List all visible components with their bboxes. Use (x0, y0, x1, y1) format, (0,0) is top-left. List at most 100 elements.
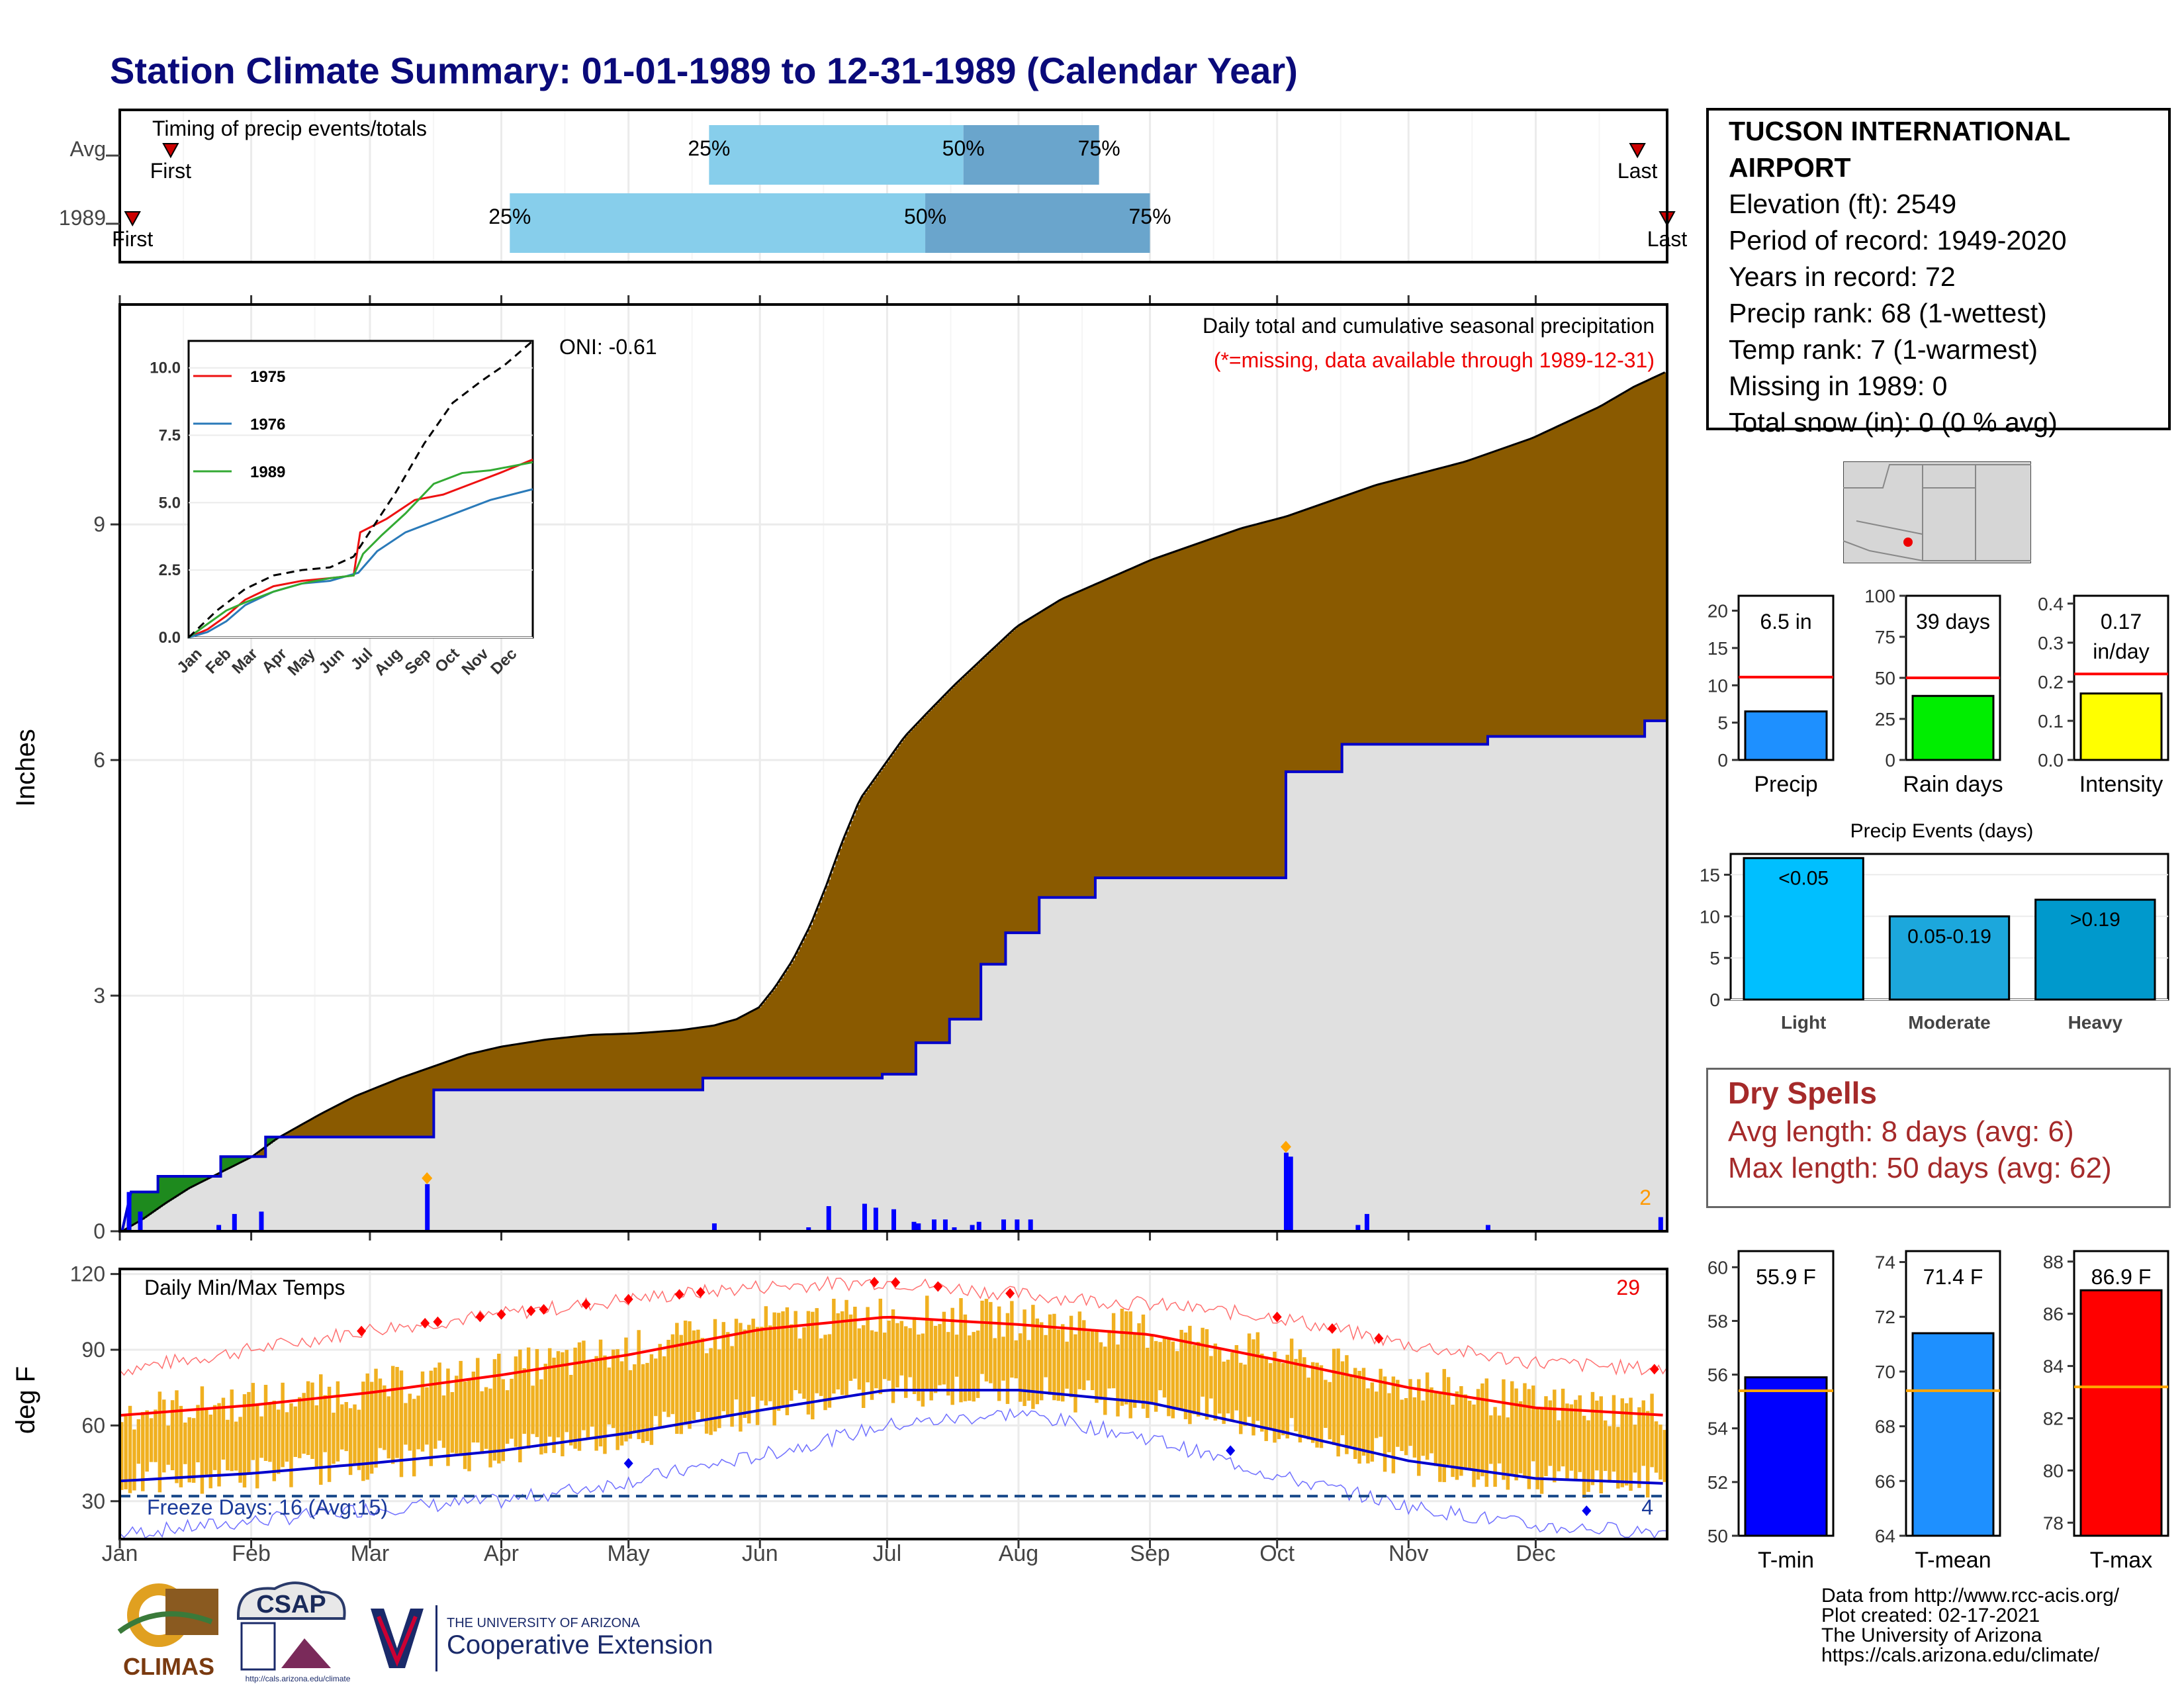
daily-temp-range-bar (912, 1317, 917, 1394)
station-period: Period of record: 1949-2020 (1729, 225, 2067, 256)
cum-above-avg-slice (1088, 587, 1091, 898)
cum-above-avg-slice (1557, 426, 1560, 737)
cum-above-avg-slice (902, 739, 905, 1074)
cum-above-avg-slice (705, 1027, 708, 1078)
cum-above-avg-slice (326, 1111, 329, 1137)
cum-above-avg-slice (1299, 512, 1302, 772)
daily-temp-range-bar (1612, 1395, 1616, 1472)
record-high-marker (539, 1304, 549, 1315)
cum-above-avg-slice (669, 1031, 672, 1090)
daily-temp-range-bar (208, 1414, 212, 1489)
timing-bar-50-75 (925, 193, 1150, 253)
cum-above-avg-slice (256, 1153, 259, 1157)
daily-temp-range-bar (882, 1333, 887, 1380)
cum-above-avg-slice (1312, 507, 1316, 772)
cum-above-avg-slice (756, 1008, 760, 1078)
daily-temp-range-bar (263, 1385, 268, 1461)
cum-below-avg-slice (167, 1176, 170, 1203)
record-min-line (119, 1407, 1668, 1539)
daily-temp-range-bar (755, 1327, 760, 1425)
cum-above-avg-slice (615, 1034, 618, 1090)
daily-temp-range-bar (497, 1353, 501, 1464)
cum-above-avg-slice (1277, 518, 1280, 878)
daily-temp-range-bar (895, 1323, 899, 1388)
cum-above-avg-slice (649, 1032, 652, 1090)
cum-above-avg-slice (492, 1049, 495, 1090)
timing-panel: Timing of precip events/totals Avg 1989 … (59, 109, 1687, 263)
credits: Data from http://www.rcc-acis.org/ Plot … (1821, 1586, 2119, 1665)
cum-above-avg-slice (662, 1031, 665, 1090)
cum-above-avg-slice (1498, 449, 1502, 737)
daily-temp-range-bar (1366, 1388, 1370, 1464)
cum-above-avg-slice (328, 1109, 332, 1137)
cum-below-avg-slice (187, 1176, 190, 1190)
daily-temp-range-bar (1010, 1301, 1014, 1378)
month-label-aug: Aug (999, 1541, 1039, 1566)
cum-above-avg-slice (658, 1031, 661, 1090)
precip-subtitle: (*=missing, data available through 1989-… (1214, 348, 1655, 372)
daily-temp-range-bar (1230, 1352, 1234, 1420)
record-high-marker (581, 1299, 591, 1310)
daily-temp-range-bar (1383, 1376, 1387, 1472)
cum-above-avg-slice (592, 1035, 596, 1090)
temp-title: Daily Min/Max Temps (144, 1276, 345, 1299)
cum-above-avg-slice (1142, 563, 1146, 878)
cum-above-avg-slice (680, 1030, 684, 1090)
daily-temp-range-bar (1442, 1369, 1446, 1482)
small-chart-ytick-label: 72 (1875, 1307, 1895, 1327)
daily-temp-range-bar (925, 1295, 929, 1390)
cum-above-avg-slice (972, 668, 975, 1019)
daily-temp-range-bar (1052, 1313, 1056, 1401)
cum-above-avg-slice (886, 761, 889, 1074)
daily-temp-range-bar (1463, 1394, 1467, 1469)
cum-above-avg-slice (292, 1129, 295, 1137)
record-high-marker (475, 1311, 485, 1323)
cum-above-avg-slice (788, 967, 791, 1078)
daily-temp-range-bar (1645, 1411, 1650, 1498)
inset-legend-label: 1989 (250, 463, 285, 481)
station-years: Years in record: 72 (1729, 261, 1956, 292)
cum-above-avg-slice (341, 1103, 345, 1137)
cum-above-avg-slice (721, 1023, 724, 1078)
cum-above-avg-slice (523, 1043, 526, 1090)
cum-above-avg-slice (1234, 530, 1238, 878)
cum-above-avg-slice (340, 1104, 343, 1137)
cum-above-avg-slice (364, 1092, 367, 1137)
cum-above-avg-slice (781, 977, 784, 1078)
cum-above-avg-slice (1034, 615, 1038, 933)
cum-above-avg-slice (1261, 523, 1264, 878)
cum-above-avg-slice (1131, 568, 1134, 878)
daily-temp-range-bar (959, 1298, 963, 1403)
daily-temp-range-bar (1111, 1313, 1116, 1389)
cum-above-avg-slice (1191, 545, 1195, 878)
cum-above-avg-slice (478, 1052, 482, 1090)
cum-above-avg-slice (1590, 410, 1594, 737)
temp-ylabel: deg F (11, 1366, 40, 1434)
avg-max-line (119, 1315, 1663, 1417)
daily-temp-range-bar (145, 1410, 149, 1472)
cum-above-avg-slice (965, 675, 968, 1019)
inset-legend-label: 1976 (250, 416, 285, 434)
daily-precip-bar (942, 1219, 948, 1231)
cum-above-avg-slice (725, 1022, 728, 1078)
cum-below-avg-slice (138, 1192, 141, 1223)
daily-temp-range-bar (848, 1314, 853, 1382)
daily-temp-range-bar (1099, 1342, 1103, 1400)
daily-temp-range-bar (1218, 1349, 1222, 1414)
summary-bar-tmean (1911, 1332, 1995, 1537)
cum-1989-line (121, 371, 1666, 1233)
small-chart-ytick-label: 74 (1875, 1252, 1895, 1273)
cum-above-avg-slice (332, 1107, 336, 1137)
cum-above-avg-slice (590, 1035, 594, 1090)
cum-below-avg-slice (151, 1192, 154, 1213)
cum-above-avg-slice (1207, 539, 1210, 878)
daily-temp-range-bar (1035, 1318, 1040, 1405)
record-high-marker (696, 1287, 705, 1298)
record-high-marker (357, 1325, 367, 1336)
csap-logo: CSAP http://cals.arizona.edu/climate (237, 1581, 351, 1683)
cum-above-avg-slice (1541, 434, 1545, 737)
credit-line-1: Data from http://www.rcc-acis.org/ (1821, 1585, 2120, 1607)
daily-temp-range-bar (573, 1347, 577, 1449)
daily-temp-range-bar (874, 1331, 878, 1389)
daily-temp-range-bar (247, 1391, 251, 1474)
